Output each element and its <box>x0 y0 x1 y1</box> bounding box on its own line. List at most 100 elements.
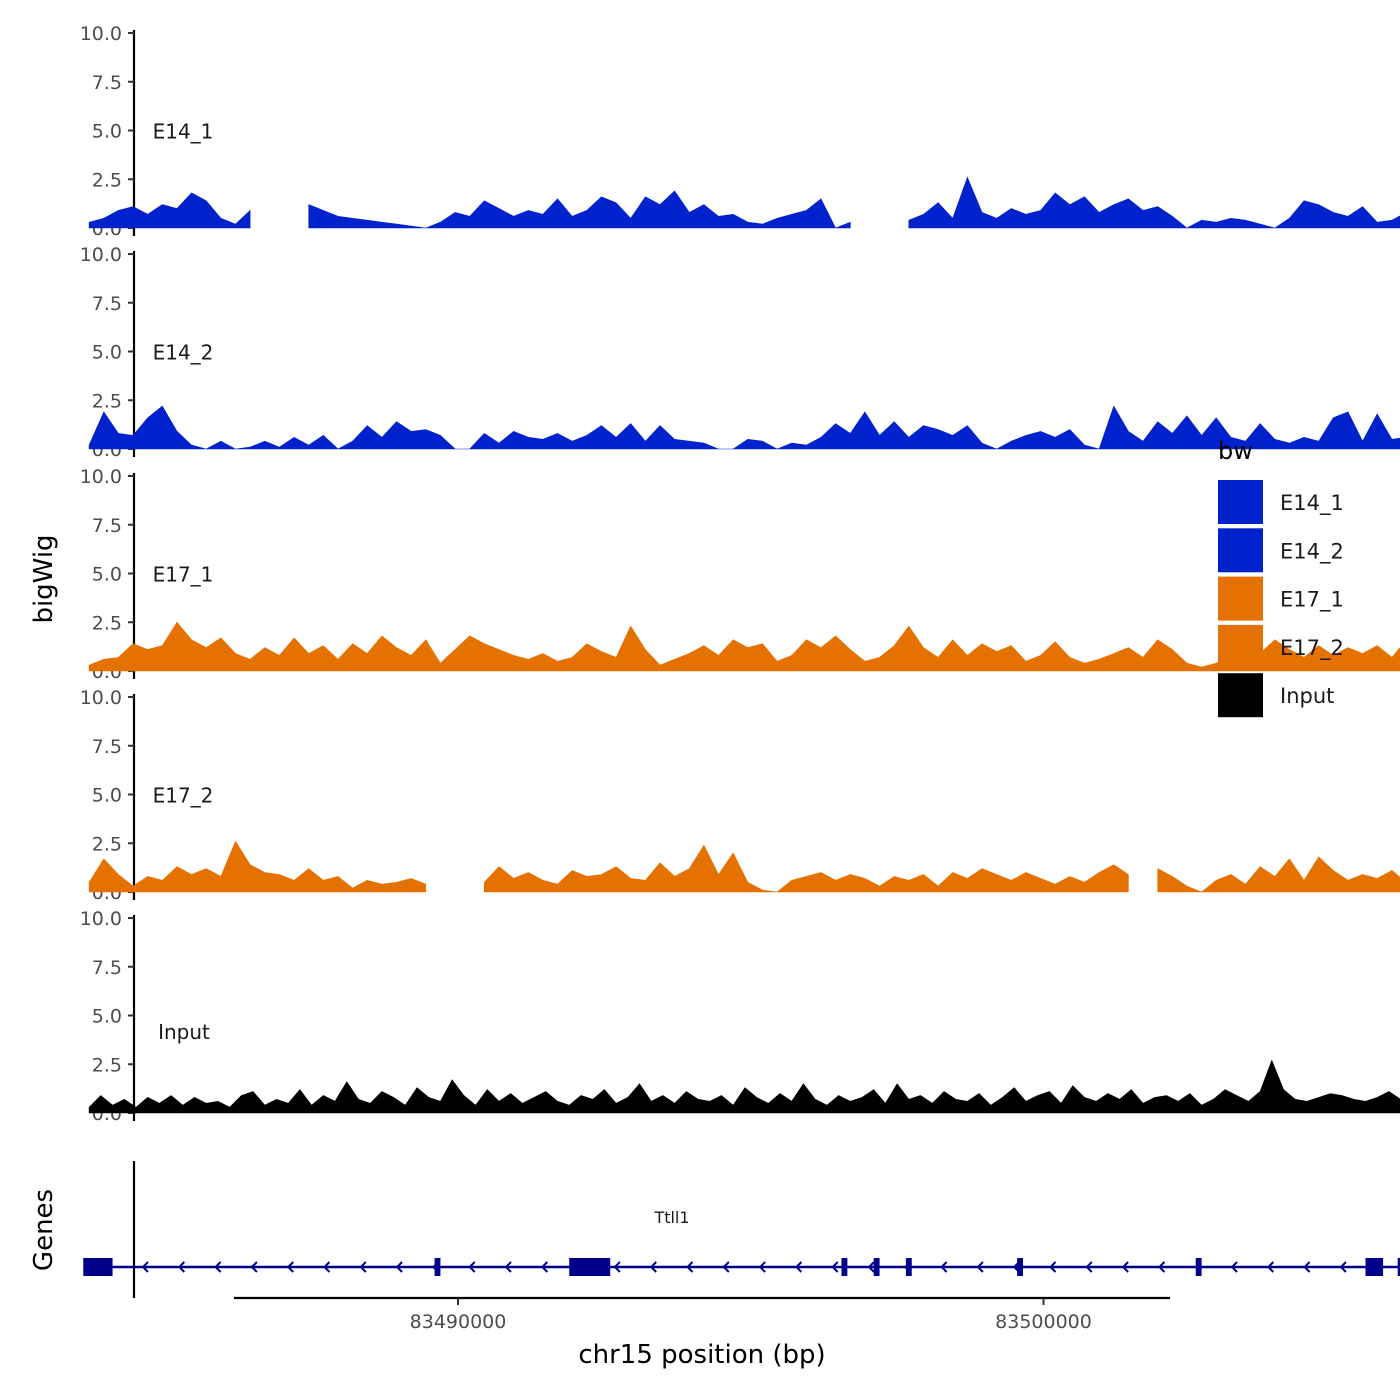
area-E17_2-segment <box>1157 856 1400 893</box>
strand-arrow <box>613 1261 621 1273</box>
legend-label-E17_1: E17_1 <box>1280 588 1344 613</box>
y-tick-label: 2.5 <box>92 390 122 412</box>
strand-arrow <box>250 1261 258 1273</box>
strand-arrow <box>1085 1261 1093 1273</box>
strand-arrow <box>1266 1261 1275 1273</box>
gene-exon <box>569 1258 611 1276</box>
track-panels: 0.02.55.07.510.0E14_10.02.55.07.510.0E14… <box>80 23 1400 1125</box>
y-tick-label: 10.0 <box>80 23 122 45</box>
strand-arrow <box>504 1261 512 1273</box>
strand-arrow <box>831 1261 839 1273</box>
strand-arrow <box>323 1261 331 1273</box>
legend-label-Input: Input <box>1280 684 1334 708</box>
y-tick-label: 10.0 <box>80 908 122 930</box>
x-tick-label: 83490000 <box>410 1311 507 1333</box>
y-tick-label: 7.5 <box>92 515 122 537</box>
gene-exon <box>434 1258 441 1276</box>
y-tick-label: 2.5 <box>92 833 122 855</box>
area-E17_2-segment <box>484 844 1129 893</box>
legend-key-E14_2 <box>1218 528 1263 573</box>
y-tick-label: 2.5 <box>92 1054 122 1076</box>
y-tick-label: 10.0 <box>80 244 122 266</box>
y-tick-label: 2.5 <box>92 612 122 634</box>
strand-arrow <box>1158 1261 1166 1273</box>
track-label-E14_1: E14_1 <box>153 119 214 143</box>
track-label-E17_2: E17_2 <box>153 783 214 807</box>
area-E14_2-segment <box>88 405 1400 450</box>
strand-arrow <box>976 1261 984 1273</box>
y-tick-label: 7.5 <box>92 957 122 979</box>
area-E17_1-segment <box>88 621 1400 672</box>
x-axis-title: chr15 position (bp) <box>578 1340 825 1370</box>
strand-arrow <box>141 1261 149 1273</box>
gene-name-label: Ttll1 <box>653 1208 689 1227</box>
track-label-Input: Input <box>158 1020 210 1044</box>
gene-exon <box>1365 1258 1384 1276</box>
x-tick-label: 83500000 <box>995 1311 1092 1333</box>
y-tick-label: 5.0 <box>92 785 122 807</box>
legend-key-E14_1 <box>1218 480 1263 524</box>
gene-exon <box>1195 1258 1202 1276</box>
y-tick-label: 5.0 <box>92 564 122 586</box>
y-tick-label: 7.5 <box>92 72 122 94</box>
area-E14_1-segment <box>88 192 251 229</box>
strand-arrow <box>468 1261 476 1273</box>
gene-exon <box>905 1258 912 1276</box>
strand-arrow <box>214 1261 222 1273</box>
y-tick-label: 5.0 <box>92 342 122 364</box>
gene-exon <box>1397 1258 1400 1276</box>
strand-arrow <box>286 1261 294 1273</box>
strand-arrow <box>1339 1261 1347 1273</box>
strand-arrow <box>540 1261 549 1273</box>
strand-arrow <box>867 1261 875 1273</box>
strand-arrow <box>686 1261 694 1273</box>
legend-key-Input <box>1218 673 1263 718</box>
strand-arrow <box>940 1261 948 1273</box>
strand-arrow <box>1303 1261 1311 1273</box>
strand-arrow <box>795 1261 803 1273</box>
strand-arrow <box>1121 1261 1129 1273</box>
legend-key-E17_2 <box>1218 624 1263 669</box>
gene-track-panel: Ttll1 <box>83 1161 1400 1298</box>
strand-arrow <box>1049 1261 1057 1273</box>
area-E14_1-segment <box>908 176 1400 229</box>
y-tick-label: 10.0 <box>80 466 122 488</box>
strand-arrow <box>1230 1261 1238 1273</box>
area-E17_2-segment <box>88 840 427 893</box>
strand-arrow <box>649 1261 657 1273</box>
legend-label-E14_1: E14_1 <box>1280 491 1344 516</box>
gene-exon <box>1017 1258 1024 1276</box>
x-axis-ticks: 834900008350000083510000 <box>410 1298 1092 1333</box>
strand-arrow <box>722 1261 730 1273</box>
y-tick-label: 10.0 <box>80 687 122 709</box>
legend: E14_1 E14_2 E17_1 E17_2 Input <box>1218 480 1344 718</box>
y-tick-label: 7.5 <box>92 293 122 315</box>
area-Input-segment <box>88 1059 1400 1114</box>
y-axis-title: bigWig <box>29 534 59 623</box>
legend-key-E17_1 <box>1218 576 1263 621</box>
y-tick-label: 7.5 <box>92 736 122 758</box>
gene-exon <box>873 1258 880 1276</box>
genes-axis-title: Genes <box>29 1189 59 1271</box>
y-tick-label: 2.5 <box>92 169 122 191</box>
legend-label-E17_2: E17_2 <box>1280 636 1344 661</box>
strand-arrow <box>177 1261 186 1273</box>
track-label-E14_2: E14_2 <box>153 340 214 364</box>
legend-title: bw <box>1218 437 1253 465</box>
track-label-E17_1: E17_1 <box>153 562 214 586</box>
strand-arrow <box>395 1261 403 1273</box>
strand-arrow <box>359 1261 367 1273</box>
strand-arrow <box>758 1261 766 1273</box>
area-E14_1-segment <box>308 190 851 229</box>
gene-exon <box>841 1258 848 1276</box>
legend-label-E14_2: E14_2 <box>1280 539 1344 564</box>
y-tick-label: 5.0 <box>92 1006 122 1028</box>
gene-exon <box>83 1258 113 1276</box>
y-tick-label: 5.0 <box>92 121 122 143</box>
